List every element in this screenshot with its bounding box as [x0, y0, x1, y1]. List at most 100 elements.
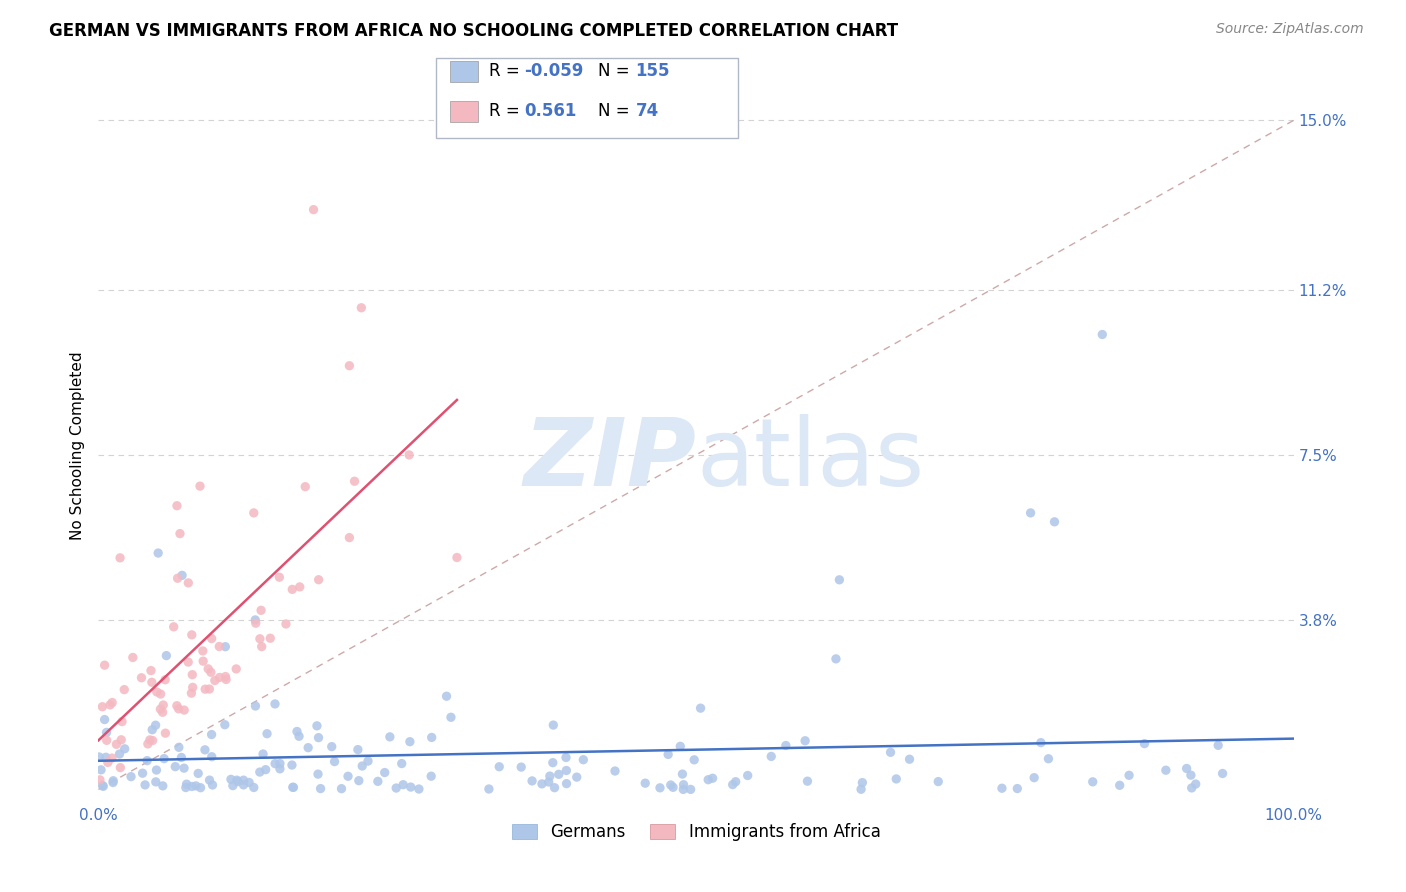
- Point: [305, 719, 328, 733]
- Point: [145, 775, 167, 789]
- Point: [141, 723, 163, 737]
- Point: [167, 740, 190, 755]
- Point: [420, 731, 443, 745]
- Point: [254, 763, 277, 777]
- Point: [121, 650, 143, 665]
- Point: [96, 733, 118, 747]
- Point: [149, 687, 172, 701]
- Point: [90, 763, 112, 777]
- Point: [222, 779, 245, 793]
- Point: [139, 664, 162, 678]
- Point: [543, 718, 565, 732]
- Point: [94, 750, 117, 764]
- Point: [108, 747, 131, 761]
- Point: [281, 780, 304, 795]
- Point: [308, 731, 330, 745]
- Point: [219, 772, 242, 787]
- Point: [648, 780, 671, 795]
- Point: [634, 776, 657, 790]
- Point: [657, 747, 679, 762]
- Point: [145, 763, 167, 777]
- Point: [420, 769, 443, 783]
- Point: [1019, 506, 1042, 520]
- Point: [93, 713, 115, 727]
- Text: ZIP: ZIP: [523, 414, 696, 507]
- Point: [1212, 766, 1234, 780]
- Point: [1038, 752, 1060, 766]
- Point: [112, 682, 135, 697]
- Point: [181, 681, 204, 695]
- Point: [702, 771, 724, 785]
- Point: [761, 749, 783, 764]
- Point: [537, 775, 560, 789]
- Point: [1043, 515, 1066, 529]
- Point: [201, 749, 224, 764]
- Point: [142, 733, 165, 747]
- Point: [197, 662, 219, 676]
- Point: [250, 640, 273, 654]
- Point: [547, 767, 569, 781]
- Point: [884, 772, 907, 786]
- Y-axis label: No Schooling Completed: No Schooling Completed: [70, 351, 86, 541]
- Point: [215, 673, 238, 687]
- Point: [190, 780, 212, 795]
- Point: [898, 752, 921, 766]
- Point: [671, 767, 693, 781]
- Point: [256, 727, 278, 741]
- Point: [245, 699, 267, 714]
- Point: [1206, 739, 1229, 753]
- Point: [110, 761, 132, 775]
- Point: [163, 620, 186, 634]
- Point: [697, 772, 720, 787]
- Point: [1081, 774, 1104, 789]
- Point: [214, 640, 236, 654]
- Point: [249, 765, 271, 780]
- Point: [98, 698, 121, 712]
- Point: [543, 780, 565, 795]
- Point: [378, 730, 401, 744]
- Point: [146, 685, 169, 699]
- Text: 0.561: 0.561: [524, 103, 576, 120]
- Point: [187, 766, 209, 780]
- Point: [269, 762, 291, 776]
- Point: [367, 774, 389, 789]
- Point: [226, 774, 249, 789]
- Point: [173, 703, 195, 717]
- Point: [669, 739, 692, 754]
- Point: [724, 774, 747, 789]
- Point: [101, 696, 124, 710]
- Point: [176, 777, 198, 791]
- Point: [134, 778, 156, 792]
- Point: [91, 699, 114, 714]
- Point: [214, 669, 236, 683]
- Point: [385, 780, 408, 795]
- Point: [249, 632, 271, 646]
- Point: [152, 779, 174, 793]
- Point: [120, 770, 142, 784]
- Point: [302, 202, 325, 217]
- Point: [555, 750, 578, 764]
- Point: [180, 628, 202, 642]
- Point: [530, 777, 553, 791]
- Point: [796, 774, 818, 789]
- Point: [170, 750, 193, 764]
- Point: [307, 767, 329, 781]
- Text: Source: ZipAtlas.com: Source: ZipAtlas.com: [1216, 22, 1364, 37]
- Point: [184, 779, 207, 793]
- Point: [721, 778, 744, 792]
- Point: [194, 743, 217, 757]
- Point: [555, 777, 578, 791]
- Point: [1154, 763, 1177, 777]
- Point: [155, 726, 177, 740]
- Point: [308, 573, 330, 587]
- Point: [352, 759, 374, 773]
- Point: [391, 756, 413, 771]
- Point: [775, 739, 797, 753]
- Point: [269, 756, 291, 771]
- Point: [264, 756, 287, 771]
- Point: [510, 760, 533, 774]
- Point: [89, 772, 111, 787]
- Point: [1108, 778, 1130, 792]
- Point: [288, 580, 311, 594]
- Point: [155, 648, 177, 663]
